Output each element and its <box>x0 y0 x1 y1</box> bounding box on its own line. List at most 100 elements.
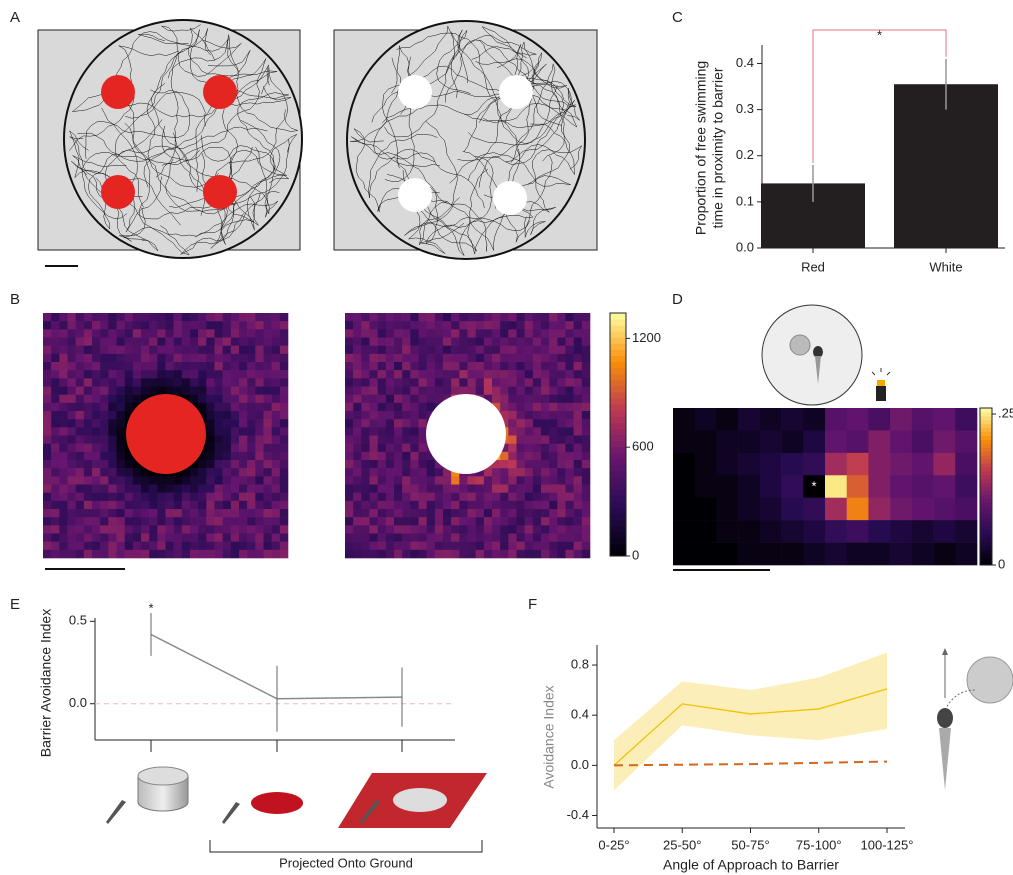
heatmap-cell-decor <box>239 370 247 378</box>
heatmap-cell-decor <box>394 517 402 525</box>
heatmap-cell-decor <box>435 509 443 517</box>
heatmap-cell-decor <box>206 411 214 419</box>
heatmap-cell <box>738 453 760 476</box>
heatmap-cell <box>955 453 977 476</box>
heatmap-cell-decor <box>100 313 108 321</box>
heatmap-cell-decor <box>574 501 582 509</box>
heatmap-cell-decor <box>574 485 582 493</box>
heatmap-cell-decor <box>468 542 476 550</box>
heatmap-cell <box>782 498 804 521</box>
heatmap-cell-decor <box>468 313 476 321</box>
heatmap-cell-decor <box>386 485 394 493</box>
heatmap-cell-decor <box>419 313 427 321</box>
heatmap-cell-decor <box>427 501 435 509</box>
heatmap-cell <box>868 475 890 498</box>
heatmap-cell-decor <box>108 370 116 378</box>
heatmap-cell-decor <box>59 338 67 346</box>
heatmap-cell-decor <box>231 403 239 411</box>
heatmap-cell-decor <box>157 378 165 386</box>
heatmap-cell-decor <box>239 542 247 550</box>
heatmap-cell-decor <box>117 550 125 558</box>
heatmap-cell-decor <box>108 493 116 501</box>
heatmap-cell-decor <box>582 313 590 321</box>
heatmap-cell-decor <box>410 542 418 550</box>
heatmap-cell-decor <box>166 525 174 533</box>
heatmap-cell-decor <box>549 460 557 468</box>
heatmap-cell-decor <box>427 362 435 370</box>
heatmap-cell-decor <box>566 436 574 444</box>
heatmap-cell-decor <box>345 534 353 542</box>
heatmap-cell-decor <box>247 346 255 354</box>
heatmap-cell-decor <box>410 346 418 354</box>
heatmap-cell-decor <box>108 485 116 493</box>
colorbar-step <box>610 337 626 344</box>
heatmap-cell-decor <box>125 370 133 378</box>
heatmap-cell-decor <box>231 370 239 378</box>
heatmap-cell-decor <box>255 436 263 444</box>
heatmap-cell-decor <box>525 468 533 476</box>
heatmap-cell-decor <box>378 444 386 452</box>
heatmap-cell-decor <box>84 509 92 517</box>
heatmap-cell-decor <box>76 419 84 427</box>
colorbar-step <box>980 416 992 420</box>
heatmap-cell-decor <box>353 542 361 550</box>
heatmap-cell-decor <box>508 411 516 419</box>
heatmap-cell-decor <box>541 419 549 427</box>
heatmap-cell-decor <box>361 387 369 395</box>
heatmap-cell-decor <box>533 395 541 403</box>
heatmap-cell-decor <box>435 378 443 386</box>
heatmap-cell-decor <box>174 370 182 378</box>
heatmap-cell-decor <box>361 419 369 427</box>
heatmap-cell <box>890 430 912 453</box>
heatmap-cell-decor <box>402 362 410 370</box>
heatmap-cell-decor <box>582 419 590 427</box>
heatmap-cell-decor <box>264 419 272 427</box>
heatmap-cell-decor <box>92 378 100 386</box>
heatmap-cell-decor <box>92 329 100 337</box>
y-tick-label: 0.5 <box>69 613 87 628</box>
heatmap-cell-decor <box>451 509 459 517</box>
heatmap-cell-decor <box>378 509 386 517</box>
colorbar-step <box>610 447 626 454</box>
line <box>614 762 887 766</box>
heatmap-cell-decor <box>435 370 443 378</box>
heatmap-cell-decor <box>223 321 231 329</box>
heatmap-cell-decor <box>517 313 525 321</box>
heatmap-cell-decor <box>419 534 427 542</box>
heatmap-cell-decor <box>533 476 541 484</box>
heatmap-cell-decor <box>59 509 67 517</box>
heatmap-cell-decor <box>517 444 525 452</box>
heatmap-cell-decor <box>361 436 369 444</box>
heatmap-cell-decor <box>378 427 386 435</box>
heatmap-cell-decor <box>345 493 353 501</box>
heatmap-cell-decor <box>468 378 476 386</box>
heatmap-cell-decor <box>264 370 272 378</box>
heatmap-cell-decor <box>117 485 125 493</box>
footnote: Projected Onto Ground <box>279 855 413 870</box>
icons <box>106 767 487 852</box>
heatmap-cell-decor <box>345 501 353 509</box>
heatmap-cell-decor <box>215 534 223 542</box>
heatmap-cell-decor <box>451 485 459 493</box>
heatmap-cell-decor <box>533 444 541 452</box>
heatmap-cell-decor <box>386 517 394 525</box>
heatmap-cell-decor <box>255 509 263 517</box>
heatmap-cell-decor <box>549 354 557 362</box>
heatmap-cell-decor <box>419 346 427 354</box>
y-axis-label: Avoidance Index <box>541 685 557 788</box>
heatmap-cell-decor <box>541 550 549 558</box>
heatmap-cell-decor <box>386 387 394 395</box>
x-axis-label: Angle of Approach to Barrier <box>663 857 839 873</box>
heatmap-cell-decor <box>255 419 263 427</box>
heatmap-cell-decor <box>149 501 157 509</box>
heatmap-cell-decor <box>386 329 394 337</box>
heatmap-cell-decor <box>435 493 443 501</box>
confidence-band <box>614 653 887 791</box>
heatmap-cell-decor <box>427 395 435 403</box>
heatmap-cell-decor <box>133 329 141 337</box>
heatmap-cell-decor <box>566 534 574 542</box>
x-tick-label: 100-125° <box>861 837 914 852</box>
heatmap-cell-decor <box>59 370 67 378</box>
heatmap-cell-decor <box>378 501 386 509</box>
heatmap-cell-decor <box>549 493 557 501</box>
